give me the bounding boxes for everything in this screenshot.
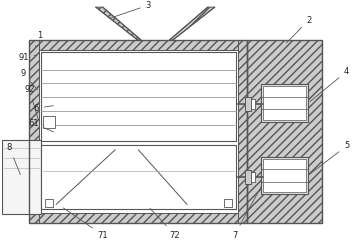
Bar [29, 40, 39, 223]
Polygon shape [170, 7, 215, 40]
Bar [29, 213, 248, 223]
Bar [263, 86, 306, 120]
Bar [248, 40, 322, 223]
Text: 91: 91 [18, 53, 36, 62]
Bar [252, 172, 255, 182]
Text: 4: 4 [310, 67, 349, 102]
Bar [29, 40, 248, 223]
Bar [39, 50, 237, 213]
Text: 72: 72 [150, 208, 181, 240]
Bar [245, 97, 252, 111]
Text: 1: 1 [35, 31, 42, 47]
Bar [252, 99, 255, 109]
Bar [41, 145, 236, 209]
Bar [29, 40, 248, 50]
Text: 71: 71 [63, 208, 108, 240]
Text: 7: 7 [232, 187, 261, 240]
Text: 61: 61 [28, 119, 54, 132]
Text: 8: 8 [7, 143, 20, 175]
Bar [237, 40, 248, 223]
Bar [223, 200, 232, 207]
Polygon shape [96, 7, 141, 40]
Text: 92: 92 [24, 85, 39, 121]
Bar [248, 40, 322, 223]
Bar [45, 200, 53, 207]
Bar [41, 52, 236, 141]
Bar [263, 159, 306, 192]
Bar [261, 84, 308, 122]
Bar [245, 170, 252, 184]
Text: 6: 6 [33, 104, 54, 113]
Text: 9: 9 [21, 69, 37, 90]
Bar [1, 140, 41, 214]
Bar [43, 116, 55, 128]
Text: 2: 2 [286, 15, 312, 43]
Text: 5: 5 [310, 141, 349, 174]
Bar [257, 50, 312, 213]
Text: 3: 3 [110, 1, 151, 18]
Bar [261, 157, 308, 194]
